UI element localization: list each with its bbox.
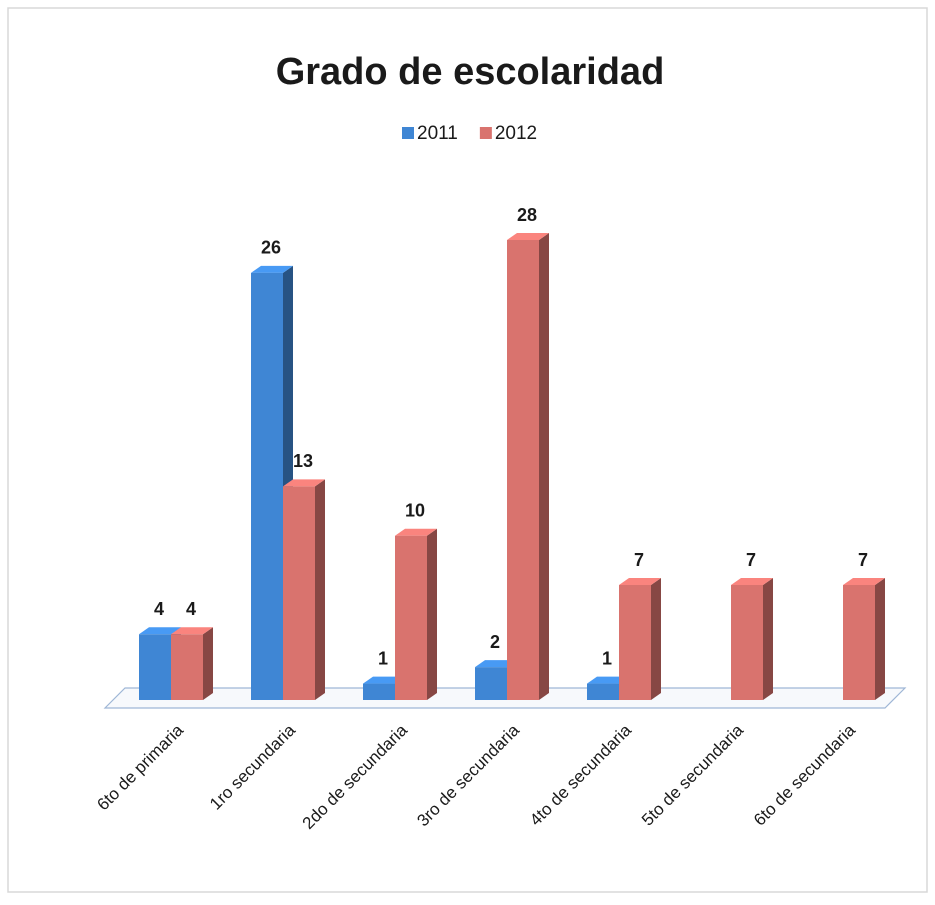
legend-swatch bbox=[479, 127, 492, 139]
bar-front bbox=[507, 240, 539, 700]
x-tick-label: 5to de secundaria bbox=[638, 720, 747, 829]
value-label: 7 bbox=[858, 550, 868, 570]
bar-side bbox=[763, 578, 773, 700]
chart-frame bbox=[7, 7, 928, 893]
value-label: 4 bbox=[186, 599, 196, 619]
bar-top bbox=[731, 578, 773, 585]
bar-front bbox=[139, 634, 171, 700]
x-tick-label: 2do de secundaria bbox=[299, 720, 412, 833]
bar-top bbox=[587, 676, 629, 684]
value-label: 1 bbox=[602, 648, 612, 668]
value-label: 7 bbox=[746, 550, 756, 570]
legend-label: 2011 bbox=[417, 123, 458, 144]
bar bbox=[843, 578, 885, 700]
bar-side bbox=[651, 578, 661, 700]
bar bbox=[283, 479, 325, 700]
bar bbox=[171, 627, 213, 700]
x-tick-label: 4to de secundaria bbox=[526, 720, 635, 829]
x-tick-label: 1ro secundaria bbox=[206, 720, 299, 813]
bar-front bbox=[475, 667, 507, 700]
bar-side bbox=[315, 479, 325, 700]
bar bbox=[619, 578, 661, 700]
chart-title: Grado de escolaridad bbox=[276, 51, 665, 93]
value-label: 13 bbox=[293, 451, 313, 471]
bar-top bbox=[619, 578, 661, 585]
bar-front bbox=[843, 585, 875, 700]
bar-front bbox=[731, 585, 763, 700]
bar bbox=[507, 233, 549, 700]
bar-top bbox=[507, 233, 549, 240]
legend-swatch bbox=[402, 127, 414, 139]
bar bbox=[395, 528, 437, 700]
bar-top bbox=[139, 627, 181, 635]
bar-side bbox=[875, 578, 885, 700]
bar-front bbox=[283, 486, 315, 700]
bar-front bbox=[363, 683, 395, 700]
x-tick-label: 3ro de secundaria bbox=[413, 720, 523, 830]
bar-front bbox=[251, 272, 283, 700]
bar-side bbox=[203, 627, 213, 700]
bar-top bbox=[283, 479, 325, 487]
bar-top bbox=[843, 578, 885, 585]
value-label: 2 bbox=[490, 632, 500, 652]
legend-label: 2012 bbox=[495, 123, 537, 144]
bar-side bbox=[427, 528, 437, 700]
bar bbox=[731, 578, 773, 700]
bar-front bbox=[619, 585, 651, 700]
bar-top bbox=[475, 660, 517, 668]
bar-top bbox=[363, 676, 405, 684]
bar-front bbox=[171, 634, 203, 700]
value-label: 26 bbox=[261, 238, 281, 258]
bar-top bbox=[171, 627, 213, 635]
value-label: 28 bbox=[517, 205, 537, 225]
bar-top bbox=[251, 265, 293, 273]
value-label: 4 bbox=[154, 599, 164, 619]
legend: 2011 2012 bbox=[402, 123, 537, 144]
bar-front bbox=[395, 535, 427, 700]
value-label: 10 bbox=[405, 500, 425, 520]
x-tick-label: 6to de secundaria bbox=[750, 720, 859, 829]
bar-front bbox=[587, 683, 619, 700]
value-label: 1 bbox=[378, 648, 388, 668]
bar-top bbox=[395, 528, 437, 536]
x-tick-label: 6to de primaria bbox=[93, 720, 187, 814]
value-label: 7 bbox=[634, 550, 644, 570]
bar-side bbox=[539, 233, 549, 700]
